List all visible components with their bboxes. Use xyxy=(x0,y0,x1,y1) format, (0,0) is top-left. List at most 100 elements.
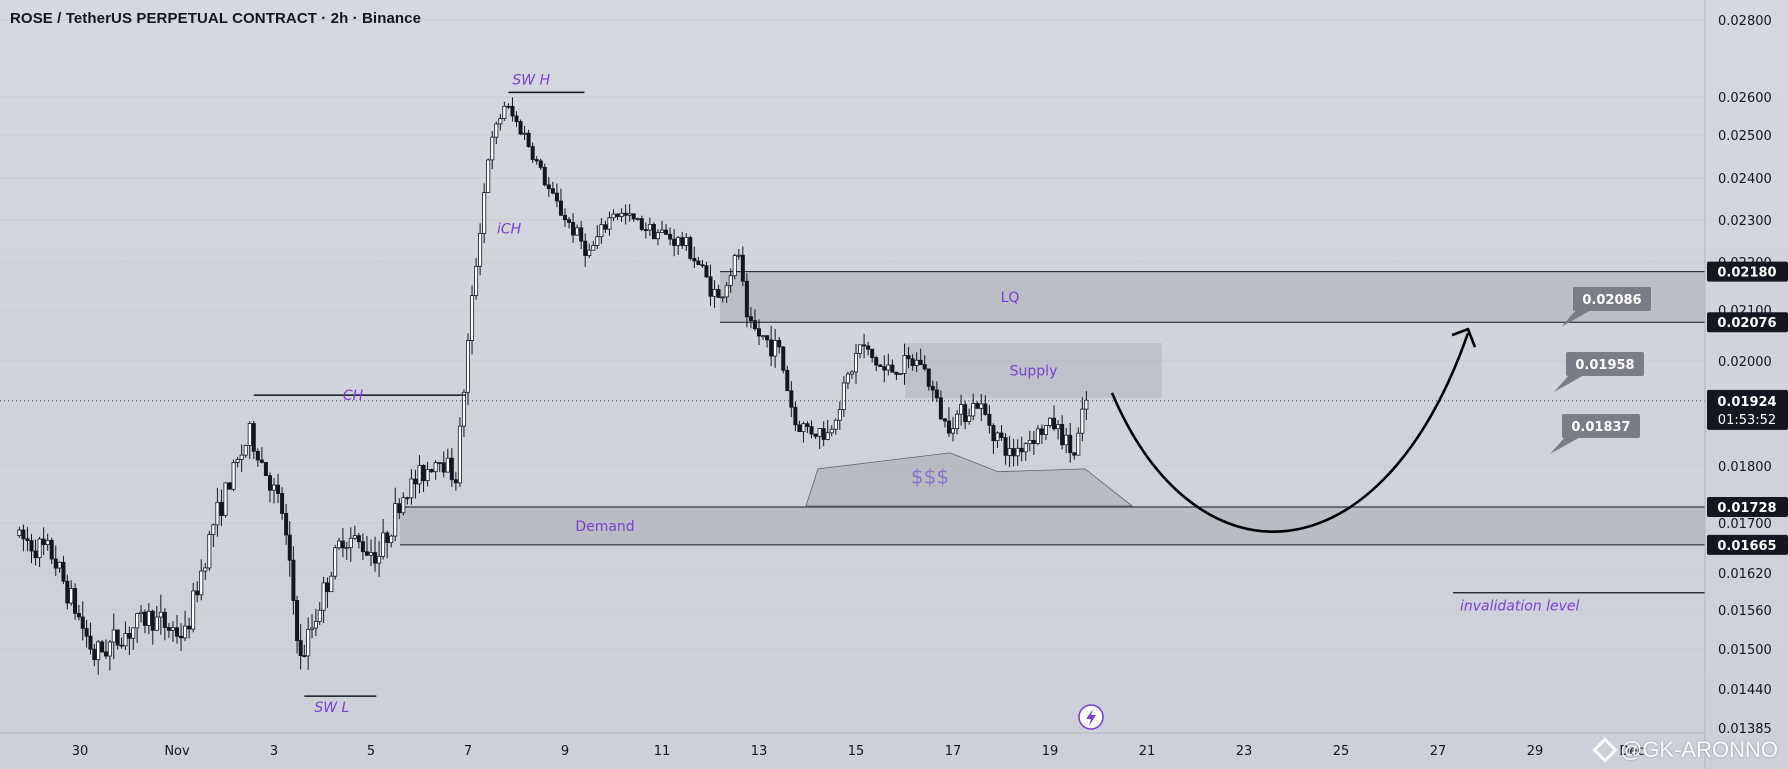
watermark-text: @GK-ARONNO xyxy=(1619,737,1778,762)
candle-body xyxy=(732,255,737,277)
candle-body xyxy=(910,358,915,366)
candle-body xyxy=(115,629,120,646)
callout-pointer xyxy=(1561,309,1593,327)
candle-body xyxy=(421,464,426,482)
price-tag-label: 0.01665 xyxy=(1717,539,1776,554)
candle-body xyxy=(890,364,895,373)
candle-body xyxy=(352,535,357,539)
x-tick-label: 19 xyxy=(1042,744,1059,759)
candle-body xyxy=(203,567,208,572)
candle-body xyxy=(142,611,147,626)
candle-body xyxy=(898,372,903,375)
candle-body xyxy=(360,541,365,553)
candle-body xyxy=(752,320,757,330)
candle-body xyxy=(356,535,361,543)
x-tick-label: 17 xyxy=(945,744,962,759)
callout-box xyxy=(1562,414,1640,438)
candle-body xyxy=(29,540,34,552)
y-tick-label: 0.01700 xyxy=(1718,517,1772,532)
x-tick-label: 13 xyxy=(751,744,768,759)
candle-body xyxy=(554,192,559,202)
candle-body xyxy=(680,237,685,246)
price-tag xyxy=(1707,312,1788,333)
candle-body xyxy=(174,627,179,637)
y-tick-label: 0.01560 xyxy=(1718,604,1772,619)
candle-body xyxy=(757,328,762,337)
x-tick-label: 30 xyxy=(72,744,89,759)
current-price-tag xyxy=(1707,389,1788,430)
zone-label-lq: LQ xyxy=(1001,290,1020,306)
candle-body xyxy=(854,352,859,373)
candle-body xyxy=(946,420,951,434)
callout-pointer xyxy=(1550,436,1582,454)
candle-body xyxy=(930,385,935,391)
candle-body xyxy=(183,625,188,639)
candle-body xyxy=(1064,434,1069,446)
candle-body xyxy=(793,406,798,426)
candle-body xyxy=(191,590,196,630)
x-tick-label: 7 xyxy=(464,744,472,759)
candle-body xyxy=(397,503,402,514)
candle-body xyxy=(1072,452,1077,456)
candle-body xyxy=(100,641,105,653)
candle-body xyxy=(389,535,394,544)
candle-body xyxy=(417,464,422,485)
candle-body xyxy=(364,551,369,556)
projection-curve xyxy=(1110,332,1470,533)
candle-body xyxy=(107,641,112,657)
candle-body xyxy=(453,479,458,484)
candle-body xyxy=(1068,434,1073,454)
candle-body xyxy=(631,213,636,220)
candle-body xyxy=(474,265,479,297)
candle-body xyxy=(1003,437,1008,456)
candle-body xyxy=(1076,432,1081,456)
candle-body xyxy=(284,513,289,536)
candle-body xyxy=(25,538,30,541)
zone-label-demand: Demand xyxy=(575,519,634,535)
y-tick-label: 0.01620 xyxy=(1718,567,1772,582)
candle-body xyxy=(1080,408,1085,434)
candle-body xyxy=(558,200,563,216)
candle-body xyxy=(490,136,495,161)
candle-body xyxy=(437,462,442,464)
candle-body xyxy=(728,275,733,286)
candle-body xyxy=(817,428,822,437)
candle-body xyxy=(317,609,322,622)
candle-body xyxy=(684,237,689,246)
candle-body xyxy=(199,570,204,596)
grid xyxy=(0,19,1705,729)
y-tick-label: 0.01385 xyxy=(1718,722,1772,737)
candle-body xyxy=(486,159,491,194)
candle-body xyxy=(785,369,790,392)
candle-body xyxy=(348,537,353,549)
candle-body xyxy=(623,212,628,216)
candle-body xyxy=(708,276,713,297)
candle-body xyxy=(321,582,326,611)
candle-body xyxy=(61,561,66,582)
candle-body xyxy=(146,610,151,626)
candle-body xyxy=(607,217,612,230)
chart-title: ROSE / TetherUS PERPETUAL CONTRACT · 2h … xyxy=(10,10,422,27)
candle-body xyxy=(247,423,252,446)
candle-body xyxy=(874,357,879,366)
candle-body xyxy=(922,364,927,370)
candle-body xyxy=(797,424,802,433)
candle-body xyxy=(211,524,216,535)
candle-body xyxy=(154,616,159,631)
callout-pointer xyxy=(1554,374,1586,392)
candle-body xyxy=(951,428,956,434)
candle-body xyxy=(135,613,140,629)
zone-label-supply: Supply xyxy=(1010,363,1058,379)
candle-body xyxy=(595,236,600,246)
x-tick-label: 25 xyxy=(1333,744,1350,759)
candle-body xyxy=(902,355,907,374)
candle-body xyxy=(882,366,887,371)
candle-body xyxy=(33,550,38,559)
candle-body xyxy=(692,258,697,262)
candle-body xyxy=(88,635,93,650)
countdown-label: 01:53:52 xyxy=(1718,413,1776,428)
candle-body xyxy=(591,245,596,251)
x-tick-label: Nov xyxy=(164,744,190,759)
candle-body xyxy=(73,588,78,614)
